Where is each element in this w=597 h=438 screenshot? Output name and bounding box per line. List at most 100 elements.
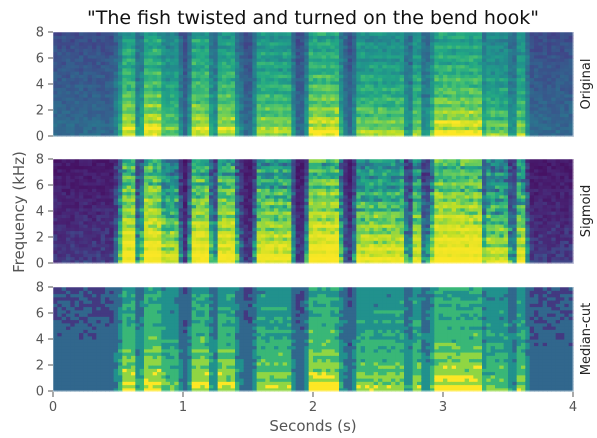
spectrogram-cell — [187, 126, 193, 131]
spectrogram-cell — [148, 113, 154, 118]
spectrogram-cell — [196, 100, 201, 105]
spectrogram-cell — [217, 35, 223, 40]
spectrogram-cell — [187, 119, 193, 124]
spectrogram-cell — [126, 97, 132, 101]
spectrogram-cell — [157, 45, 162, 49]
spectrogram-cell — [165, 77, 171, 82]
spectrogram-cell — [200, 90, 206, 95]
spectrogram-cell — [161, 119, 167, 124]
spectrogram-cell — [187, 113, 193, 118]
spectrogram-cell — [157, 126, 162, 131]
spectrogram-cell — [200, 48, 206, 53]
spectrogram-cell — [243, 119, 249, 124]
spectrogram-cell — [178, 103, 184, 108]
spectrogram-cell — [417, 32, 422, 36]
spectrogram-cell — [74, 35, 80, 40]
spectrogram-cell — [57, 90, 63, 95]
spectrogram-cell — [486, 32, 492, 36]
spectrogram-cell — [204, 54, 210, 59]
spectrogram-cell — [243, 32, 249, 36]
spectrogram-cell — [74, 58, 80, 62]
spectrogram-cell — [70, 32, 76, 36]
spectrogram-cell — [230, 67, 236, 72]
spectrogram-cell — [230, 35, 236, 40]
spectrogram-cell — [96, 126, 102, 131]
spectrogram-cell — [226, 35, 232, 40]
spectrogram-cell — [174, 126, 180, 131]
spectrogram-cell — [70, 48, 76, 53]
spectrogram-cell — [126, 119, 132, 124]
spectrogram-cell — [187, 100, 193, 105]
spectrogram-cell — [144, 103, 149, 108]
spectrogram-cell — [53, 48, 58, 53]
spectrogram-cell — [183, 159, 188, 163]
spectrogram-cell — [204, 100, 210, 105]
spectrogram-cell — [96, 159, 102, 163]
spectrogram-cell — [74, 74, 80, 79]
spectrogram-cell — [178, 35, 184, 40]
spectrogram-cell — [105, 38, 110, 43]
spectrogram-cell — [61, 54, 67, 59]
spectrogram-cell — [139, 45, 145, 49]
spectrogram-cell — [113, 106, 119, 111]
spectrogram-cell — [174, 71, 180, 75]
spectrogram-cell — [148, 93, 154, 98]
spectrogram-cell — [118, 45, 123, 49]
spectrogram-cell — [148, 61, 154, 66]
spectrogram-cell — [131, 71, 136, 75]
spectrogram-cell — [209, 32, 214, 36]
spectrogram-cell — [148, 67, 154, 72]
spectrogram-cell — [83, 51, 89, 56]
spectrogram-cell — [170, 93, 175, 98]
y-tick-label: 4 — [36, 78, 44, 93]
spectrogram-cell — [126, 45, 132, 49]
spectrogram-cell — [161, 87, 167, 92]
spectrogram-cell — [100, 32, 106, 36]
spectrogram-cell — [57, 129, 63, 134]
spectrogram-cell — [187, 54, 193, 59]
spectrogram-cell — [230, 106, 236, 111]
spectrogram-cell — [469, 32, 474, 36]
spectrogram-cell — [239, 38, 245, 43]
spectrogram-cell — [144, 159, 149, 163]
spectrogram-cell — [187, 129, 193, 134]
spectrogram-cell — [460, 32, 466, 36]
spectrogram-cell — [230, 74, 236, 79]
spectrogram-cell — [178, 97, 184, 101]
spectrogram-cell — [170, 123, 175, 127]
spectrogram-cell — [61, 58, 67, 62]
spectrogram-cell — [239, 71, 245, 75]
spectrogram-cell — [74, 67, 80, 72]
spectrogram-cell — [226, 80, 232, 85]
spectrogram-cell — [187, 51, 193, 56]
spectrogram-cell — [313, 32, 318, 36]
spectrogram-cell — [161, 159, 167, 163]
spectrogram-cell — [421, 32, 427, 36]
spectrogram-cell — [139, 116, 145, 121]
spectrogram-cell — [209, 129, 214, 134]
spectrogram-cell — [165, 38, 171, 43]
spectrogram-cell — [53, 103, 58, 108]
spectrogram-cell — [131, 106, 136, 111]
spectrogram-cell — [200, 100, 206, 105]
spectrogram-cell — [70, 129, 76, 134]
spectrogram-cell — [96, 123, 102, 127]
spectrogram-cell — [83, 67, 89, 72]
spectrogram-cell — [239, 54, 245, 59]
spectrogram-cell — [174, 159, 180, 163]
spectrogram-cell — [122, 84, 128, 88]
spectrogram-cell — [83, 41, 89, 46]
spectrogram-cell — [209, 123, 214, 127]
spectrogram-cell — [122, 113, 128, 118]
spectrogram-cell — [126, 58, 132, 62]
spectrogram-cell — [230, 100, 236, 105]
spectrogram-cell — [196, 116, 201, 121]
spectrogram-cell — [105, 54, 110, 59]
spectrogram-cell — [139, 77, 145, 82]
spectrogram-cell — [87, 61, 93, 66]
spectrogram-cell — [200, 54, 206, 59]
spectrogram-cell — [144, 93, 149, 98]
spectrogram-cell — [100, 64, 106, 69]
spectrogram-cell — [135, 116, 141, 121]
spectrogram-cell — [135, 159, 141, 163]
